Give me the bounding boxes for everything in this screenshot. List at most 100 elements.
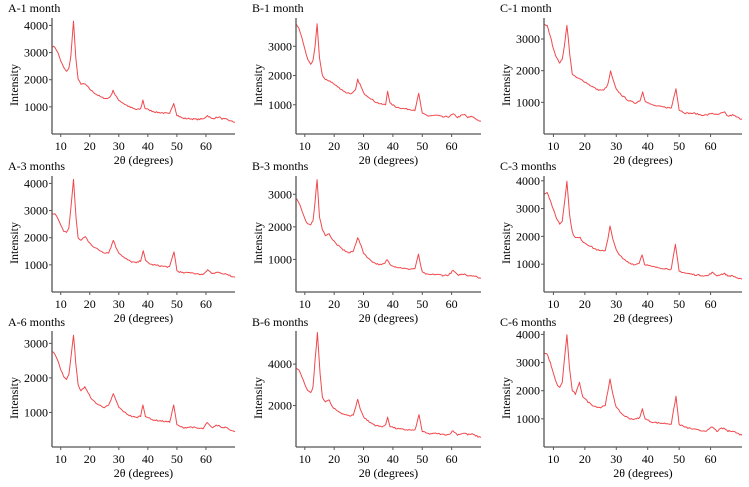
x-axis-label: 2θ (degrees) [613,466,672,480]
x-axis-label: 2θ (degrees) [359,153,418,167]
x-tick-label: 20 [579,139,591,153]
xrd-trace [543,334,743,436]
xrd-panel: A-1 month 10 20 30 40 50 60 1000 2000 3000 4000 2θ … [7,1,236,167]
y-tick-label: 4000 [516,327,540,341]
x-axis-label: 2θ (degrees) [359,466,418,480]
x-tick-label: 40 [142,297,154,311]
y-tick-label: 4000 [24,176,48,190]
xrd-panel: A-3 months 10 20 30 40 50 60 1000 2000 3000 4000 2θ… [7,159,236,325]
y-axis-label: Intensity [499,377,513,419]
x-tick-label: 60 [200,139,212,153]
x-tick-label: 10 [547,139,559,153]
x-tick-label: 60 [446,139,458,153]
y-tick-label: 2000 [24,231,48,245]
y-tick-label: 1000 [268,252,292,266]
x-tick-label: 50 [416,452,428,466]
y-axis-label: Intensity [251,64,265,106]
x-tick-label: 30 [358,452,370,466]
xrd-panel: B-6 months 10 20 30 40 50 60 2000 4000 2θ (degree… [251,315,482,480]
panel-title: B-3 months [252,159,309,173]
x-tick-label: 50 [171,297,183,311]
xrd-panel: A-6 months 10 20 30 40 50 60 1000 2000 3000 2θ (de… [7,315,236,480]
y-tick-label: 2000 [268,399,292,413]
xrd-trace [543,23,743,120]
x-tick-label: 20 [328,452,340,466]
xrd-panel: C-6 months 10 20 30 40 50 60 1000 2000 3000 4000 2θ… [499,315,743,480]
x-tick-label: 10 [299,297,311,311]
panel-title: A-1 month [8,1,60,15]
y-tick-label: 1000 [516,412,540,426]
x-tick-label: 50 [416,139,428,153]
y-tick-label: 1000 [516,257,540,271]
y-axis-label: Intensity [7,377,21,419]
y-tick-label: 3000 [268,187,292,201]
panel-title: B-1 month [252,1,304,15]
x-tick-label: 60 [705,297,717,311]
x-tick-label: 20 [328,297,340,311]
y-tick-label: 1000 [24,258,48,272]
x-tick-label: 20 [84,139,96,153]
y-axis-label: Intensity [251,377,265,419]
panel-title: A-6 months [8,315,65,329]
y-tick-label: 2000 [268,220,292,234]
panel-title: C-6 months [500,315,557,329]
x-tick-label: 10 [299,452,311,466]
x-tick-label: 30 [113,139,125,153]
xrd-trace [543,180,743,280]
xrd-panel: B-1 month 10 20 30 40 50 60 1000 2000 3000 2θ (deg… [251,1,481,167]
y-tick-label: 1000 [268,98,292,112]
x-axis-label: 2θ (degrees) [613,311,672,325]
y-tick-label: 2000 [24,73,48,87]
x-tick-label: 50 [171,139,183,153]
x-tick-label: 50 [673,452,685,466]
x-tick-label: 20 [84,452,96,466]
x-tick-label: 40 [387,139,399,153]
x-tick-label: 40 [642,297,654,311]
panel-title: B-6 months [252,315,309,329]
y-tick-label: 1000 [24,405,48,419]
y-tick-label: 2000 [268,69,292,83]
x-tick-label: 10 [299,139,311,153]
xrd-trace [51,20,236,123]
y-tick-label: 1000 [516,95,540,109]
y-tick-label: 3000 [24,204,48,218]
xrd-trace [51,178,236,278]
x-axis-label: 2θ (degrees) [359,311,418,325]
y-tick-label: 4000 [516,174,540,188]
y-tick-label: 3000 [516,202,540,216]
x-tick-label: 20 [84,297,96,311]
x-tick-label: 40 [142,139,154,153]
y-tick-label: 2000 [24,371,48,385]
x-tick-label: 50 [673,139,685,153]
xrd-panel: C-1 month 10 20 30 40 50 60 1000 2000 3000 2θ (deg… [499,1,743,167]
x-tick-label: 30 [610,452,622,466]
x-axis-label: 2θ (degrees) [114,153,173,167]
xrd-panel: C-3 months 10 20 30 40 50 60 1000 2000 3000 4000 2θ… [499,159,743,325]
x-tick-label: 30 [113,297,125,311]
x-tick-label: 10 [547,452,559,466]
x-tick-label: 60 [200,452,212,466]
y-tick-label: 3000 [268,39,292,53]
x-tick-label: 20 [328,139,340,153]
x-tick-label: 30 [358,297,370,311]
x-axis-label: 2θ (degrees) [114,311,173,325]
y-tick-label: 2000 [516,229,540,243]
xrd-trace [295,179,482,279]
x-tick-label: 10 [55,297,67,311]
x-tick-label: 40 [642,139,654,153]
panel-title: A-3 months [8,159,65,173]
y-axis-label: Intensity [7,222,21,264]
x-tick-label: 60 [705,452,717,466]
y-axis-label: Intensity [499,222,513,264]
y-tick-label: 3000 [516,32,540,46]
xrd-trace [51,334,236,433]
x-tick-label: 60 [446,297,458,311]
y-tick-label: 4000 [24,18,48,32]
y-axis-label: Intensity [251,222,265,264]
x-tick-label: 60 [200,297,212,311]
y-tick-label: 2000 [516,64,540,78]
x-tick-label: 40 [387,452,399,466]
x-tick-label: 10 [55,139,67,153]
x-tick-label: 30 [610,297,622,311]
